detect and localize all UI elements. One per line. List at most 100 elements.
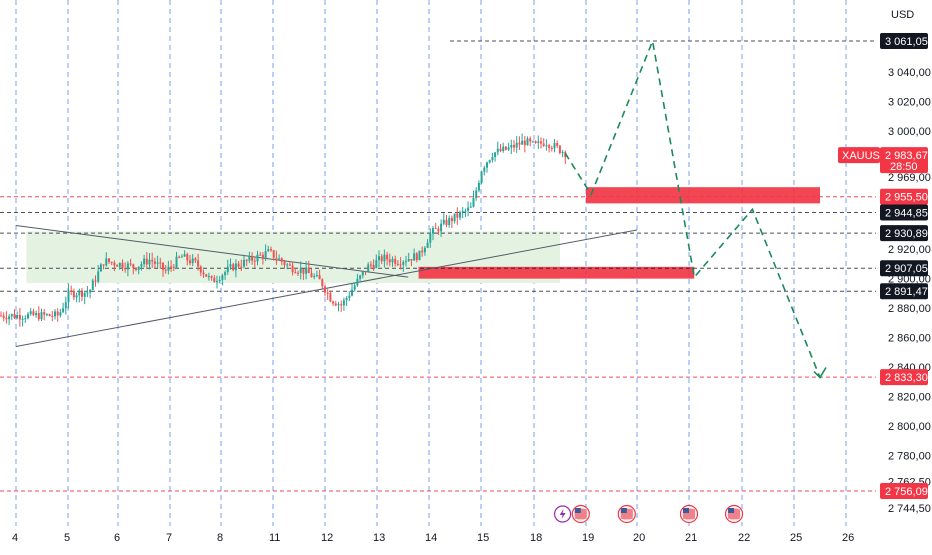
candle-body — [491, 157, 494, 161]
candle-body — [280, 258, 283, 262]
candle-body — [510, 144, 513, 148]
candle-body — [521, 140, 524, 145]
date-tick-label: 5 — [64, 532, 70, 544]
candle-body — [515, 142, 518, 148]
date-tick-label: 12 — [321, 532, 333, 544]
candle-body — [321, 279, 324, 287]
resistance-zone — [418, 266, 695, 279]
price-tick-label: 2 780,00 — [888, 451, 931, 463]
candle-body — [126, 263, 129, 270]
candle-body — [496, 148, 499, 153]
candle-body — [5, 317, 8, 320]
candle-body — [72, 291, 75, 298]
candle-body — [523, 140, 526, 146]
candle-body — [245, 259, 248, 261]
candle-body — [297, 272, 299, 274]
candle-body — [283, 261, 286, 265]
candle-body — [429, 233, 432, 243]
candle-body — [278, 258, 281, 260]
last-price-label: 2 983,67 — [885, 150, 928, 162]
price-tick-label: 2 744,50 — [888, 503, 931, 515]
candle-body — [380, 256, 383, 262]
candle-body — [45, 314, 48, 316]
candle-body — [229, 264, 232, 267]
candle-body — [450, 217, 453, 222]
projection-line — [564, 38, 821, 378]
candle-body — [108, 258, 110, 262]
price-tick-label: 2 820,00 — [888, 392, 931, 404]
price-axis[interactable]: 3 040,00 3 020,00 3 000,00 2 969,00 2 920,00… — [838, 33, 931, 515]
candle-body — [64, 302, 67, 309]
time-axis[interactable]: 4 5 6 7 8 11 12 13 14 15 18 19 20 21 22 25 26 — [12, 532, 854, 544]
candle-body — [37, 313, 40, 320]
candle-body — [18, 315, 21, 320]
us-flag-icon — [728, 508, 735, 513]
price-tick-label: 2 920,00 — [888, 244, 931, 256]
candle-body — [469, 206, 472, 208]
date-tick-label: 22 — [738, 532, 750, 544]
candle-body — [251, 256, 254, 261]
candle-body — [332, 301, 335, 304]
candle-body — [459, 212, 461, 218]
candle-body — [542, 143, 545, 146]
price-level-tag-label: 2 756,09 — [885, 486, 928, 498]
candle-body — [275, 257, 278, 259]
candle-body — [118, 262, 121, 267]
candle-body — [272, 250, 275, 258]
candle-body — [24, 318, 27, 320]
candle-body — [221, 275, 224, 281]
candle-body — [205, 274, 208, 277]
candle-body — [99, 264, 102, 272]
zones — [26, 187, 820, 284]
last-price-tag — [880, 147, 928, 174]
us-flag-icon — [620, 508, 627, 513]
date-tick-label: 26 — [842, 532, 854, 544]
candle-body — [369, 264, 372, 266]
candle-body — [48, 314, 51, 316]
candle-body — [399, 264, 402, 266]
candle-body — [199, 266, 202, 273]
candle-body — [59, 312, 62, 316]
price-level-tag-label: 2 891,47 — [885, 286, 928, 298]
candle-body — [86, 292, 89, 294]
resistance-zone — [586, 187, 820, 204]
candle-body — [83, 292, 86, 297]
candle-body — [172, 266, 175, 268]
candle-body — [467, 207, 470, 211]
candle-body — [153, 261, 156, 264]
trendline — [15, 225, 409, 278]
candle-body — [456, 213, 459, 218]
candle-body — [0, 315, 2, 317]
candle-body — [162, 262, 164, 270]
candle-body — [518, 142, 521, 145]
price-level-tag — [880, 33, 928, 49]
candle-body — [113, 262, 116, 266]
candle-body — [156, 262, 159, 264]
date-tick-label: 18 — [530, 532, 542, 544]
candle-body — [129, 263, 132, 265]
candle-body — [413, 253, 416, 261]
candle-body — [132, 264, 135, 268]
candle-body — [137, 266, 140, 270]
candle-body — [480, 171, 483, 183]
countdown-label: 28:50 — [890, 161, 918, 173]
candle-body — [207, 276, 210, 278]
symbol-label: XAUUSD — [842, 150, 888, 162]
candle-body — [81, 290, 83, 297]
candle-body — [78, 290, 81, 296]
candle-body — [286, 264, 289, 266]
candle-body — [29, 311, 32, 315]
candle-body — [464, 210, 467, 212]
date-tick-label: 20 — [633, 532, 645, 544]
candle-body — [302, 268, 305, 274]
candle-body — [445, 219, 448, 225]
candle-body — [105, 258, 108, 266]
candle-body — [391, 258, 394, 263]
candle-body — [386, 254, 389, 260]
candle-body — [342, 300, 345, 306]
candle-body — [94, 280, 97, 282]
date-tick-label: 21 — [685, 532, 697, 544]
candle-body — [534, 141, 537, 143]
price-level-tag-label: 2 907,05 — [885, 263, 928, 275]
